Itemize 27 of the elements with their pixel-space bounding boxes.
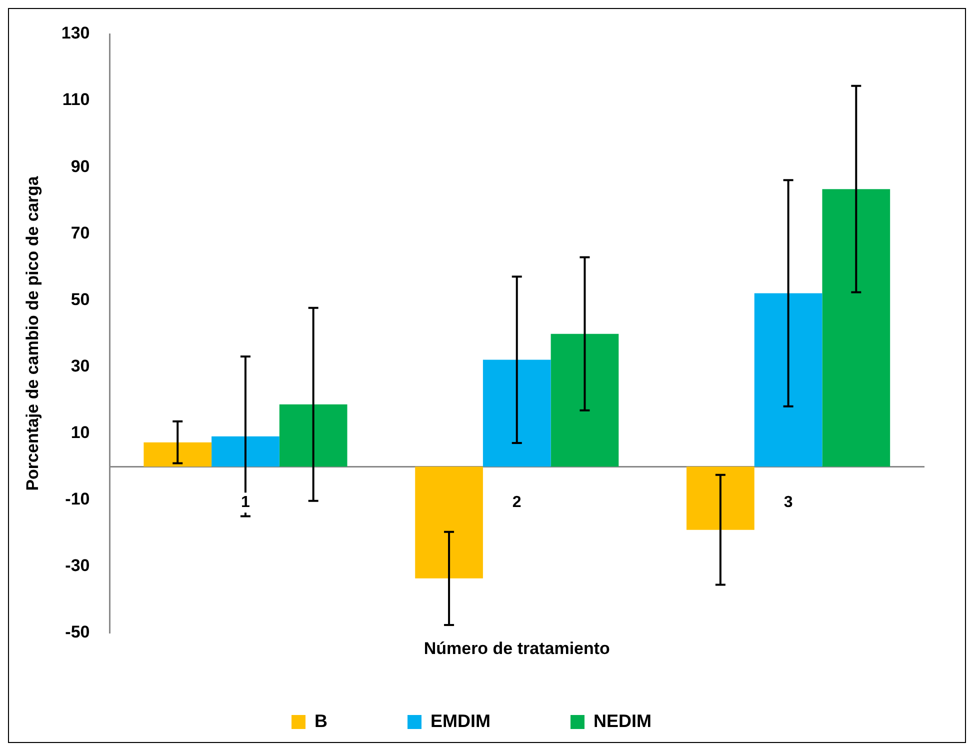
x-tick-label: 3: [784, 494, 793, 512]
y-tick-label: 30: [70, 356, 90, 376]
bar: [212, 436, 280, 467]
bar: [279, 404, 348, 467]
bar: [415, 466, 483, 578]
y-tick-label: 70: [70, 223, 90, 242]
y-tick-label: 110: [62, 90, 90, 110]
legend-label: B: [314, 710, 328, 731]
y-tick-label: 90: [70, 156, 90, 176]
y-axis-title: Porcentaje de cambio de pico de carga: [22, 176, 42, 491]
y-tick-label: -50: [65, 622, 90, 642]
x-tick-label: 2: [512, 494, 522, 512]
bar: [482, 360, 551, 467]
y-tick-label: 10: [70, 423, 90, 442]
bar: [686, 466, 754, 530]
bar: [822, 189, 890, 467]
y-tick-label: -30: [65, 556, 90, 576]
bar: [754, 293, 822, 467]
y-tick-label: -10: [65, 490, 90, 509]
y-tick-label: 50: [70, 290, 90, 309]
legend-label: EMDIM: [430, 710, 491, 731]
y-tick-label: 130: [61, 24, 90, 43]
bar: [144, 442, 212, 467]
legend-label: NEDIM: [593, 710, 652, 731]
x-tick-label: 1: [241, 494, 250, 512]
bar: [550, 334, 619, 467]
x-axis-title: Número de tratamiento: [424, 639, 610, 658]
